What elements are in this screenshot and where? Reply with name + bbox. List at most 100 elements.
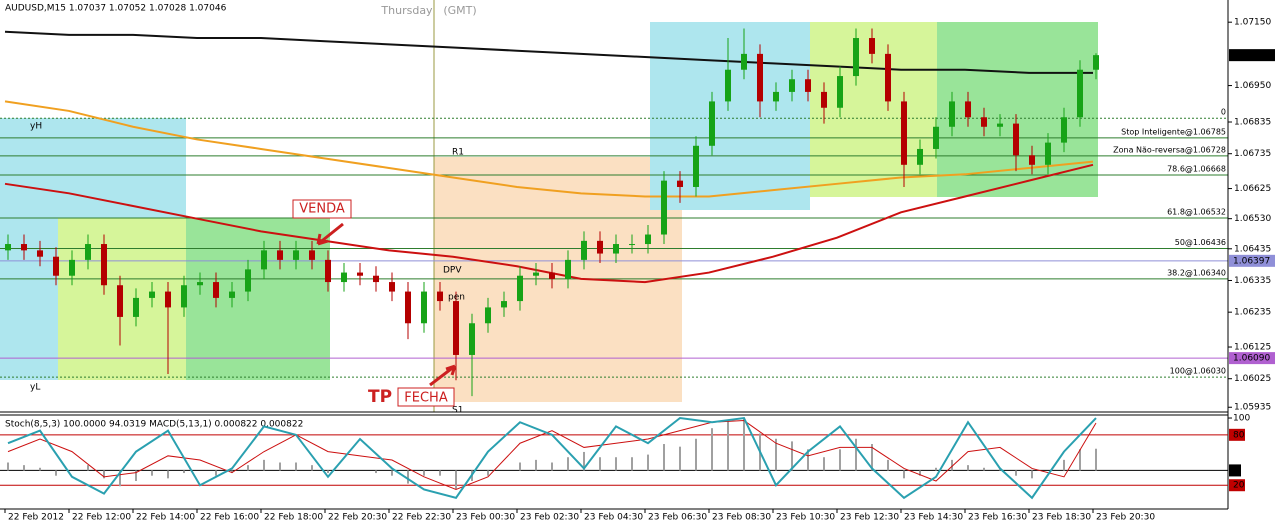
y-tick-label: 1.06625 — [1234, 184, 1271, 194]
candle-body — [581, 240, 587, 260]
x-tick-label: 23 Feb 12:30 — [840, 513, 899, 523]
y-tick-label: 1.06025 — [1234, 374, 1271, 384]
x-tick-label: 23 Feb 04:30 — [584, 513, 643, 523]
candle-body — [1061, 117, 1067, 143]
candle-body — [757, 53, 763, 102]
arrow — [316, 222, 344, 246]
tick-box — [1229, 479, 1245, 492]
candle-body — [21, 244, 27, 251]
candle-body — [165, 291, 171, 308]
annotation: pen — [448, 293, 465, 303]
candle-body — [245, 269, 251, 292]
x-tick-label: 22 Feb 16:00 — [200, 513, 259, 523]
x-tick-label: 22 Feb 2012 — [8, 513, 64, 523]
candle-body — [149, 291, 155, 298]
candle-body — [709, 101, 715, 146]
x-tick-label: 23 Feb 20:30 — [1096, 513, 1155, 523]
annotation: Thursday — [380, 4, 433, 17]
candle-body — [1093, 55, 1099, 70]
annotation: (GMT) — [443, 4, 476, 17]
stoch-signal — [7, 420, 1097, 490]
zone — [937, 22, 1098, 197]
chart-title: AUDUSD,M15 1.07037 1.07052 1.07028 1.070… — [5, 4, 227, 14]
candle-body — [789, 79, 795, 92]
annotation-box — [292, 199, 352, 219]
x-tick-label: 22 Feb 12:00 — [72, 513, 131, 523]
candle-body — [69, 259, 75, 276]
candle-body — [997, 123, 1003, 127]
x-tick-label: 22 Feb 22:30 — [392, 513, 451, 523]
candle-body — [565, 259, 571, 279]
candle-body — [901, 101, 907, 165]
annotation: yL — [30, 383, 40, 393]
candle-body — [661, 180, 667, 235]
annotation: VENDA — [299, 202, 345, 217]
candle-body — [277, 250, 283, 260]
price-label: 1.06397 — [1233, 256, 1270, 266]
candle-body — [357, 272, 363, 276]
y-tick-label: 1.06235 — [1234, 308, 1271, 318]
candle-body — [1045, 142, 1051, 165]
y-tick-label: 1.07150 — [1234, 18, 1271, 28]
x-tick-label: 22 Feb 18:00 — [264, 513, 323, 523]
candle-body — [933, 126, 939, 149]
candle-body — [53, 256, 59, 276]
level-label: 0 — [1221, 108, 1226, 117]
candle-body — [837, 76, 843, 108]
level-label: Stop Inteligente@1.06785 — [1121, 127, 1226, 136]
x-tick-label: 23 Feb 10:30 — [776, 513, 835, 523]
level-label: 38.2@1.06340 — [1167, 268, 1226, 277]
y-tick-label: 1.06835 — [1234, 118, 1271, 128]
y-tick-label: 0 — [1233, 466, 1239, 476]
candle-body — [309, 250, 315, 260]
candle-body — [389, 282, 395, 292]
candle-body — [981, 117, 987, 127]
candle-body — [597, 240, 603, 254]
candle-body — [405, 291, 411, 324]
candle-body — [1077, 69, 1083, 118]
price-box — [1229, 254, 1275, 267]
arrow — [429, 364, 457, 387]
candle-body — [101, 244, 107, 286]
candle-body — [133, 297, 139, 317]
x-tick-label: 23 Feb 18:30 — [1032, 513, 1091, 523]
candle-body — [213, 282, 219, 298]
candle-body — [453, 301, 459, 355]
y-tick-label: 1.06125 — [1234, 343, 1271, 353]
candle-body — [437, 291, 443, 302]
candle-body — [325, 259, 331, 283]
candle-body — [197, 282, 203, 286]
level-label: 78.6@1.06668 — [1167, 164, 1226, 173]
candle-body — [917, 148, 923, 165]
candle-body — [261, 250, 267, 270]
candle-body — [965, 101, 971, 118]
candle-body — [549, 272, 555, 279]
indicator-title: Stoch(8,5,3) 100.0000 94.0319 MACD(5,13,… — [5, 420, 303, 430]
y-tick-label: 1.05935 — [1234, 403, 1271, 413]
annotation: FECHA — [404, 391, 448, 406]
x-tick-label: 23 Feb 14:30 — [904, 513, 963, 523]
candle-body — [805, 79, 811, 92]
zone — [186, 218, 330, 380]
candle-body — [37, 250, 43, 257]
level-label: 61.8@1.06532 — [1167, 208, 1226, 217]
tick-box — [1229, 428, 1245, 441]
candle-body — [949, 101, 955, 127]
candle-body — [117, 285, 123, 317]
candle-body — [853, 38, 859, 77]
moving-average — [4, 30, 1093, 74]
zone — [434, 157, 682, 402]
level-label: Zona Não-reversa@1.06728 — [1113, 145, 1226, 154]
candle-body — [821, 91, 827, 108]
candle-body — [677, 180, 683, 187]
annotation: S1 — [452, 406, 463, 416]
candle-body — [229, 291, 235, 298]
price-box — [1229, 352, 1275, 365]
candle-body — [741, 53, 747, 70]
y-tick-label: 100 — [1233, 414, 1250, 424]
y-tick-label: 1.06950 — [1234, 81, 1271, 91]
moving-average — [4, 100, 1094, 198]
candle-body — [421, 291, 427, 324]
y-tick-label: 80 — [1233, 430, 1245, 440]
